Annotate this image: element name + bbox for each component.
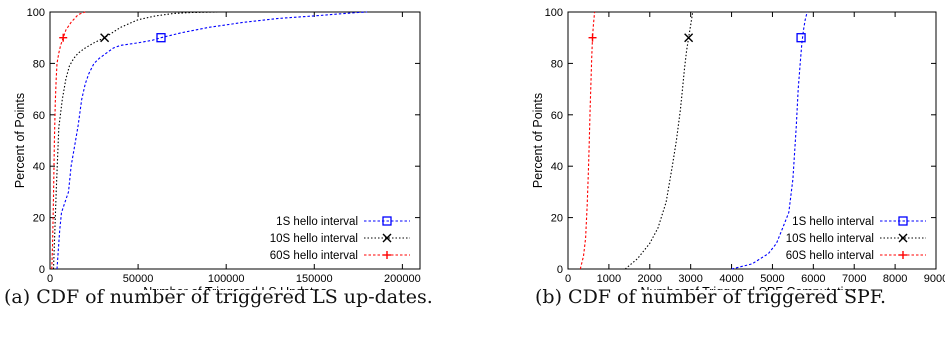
chart-a-ytick-label-0: 0 [39, 264, 45, 276]
chart-b-legend-label-1: 10S hello interval [786, 233, 874, 245]
chart-a-series-line-0 [56, 11, 368, 270]
chart-a-series-marker-0 [156, 33, 166, 43]
chart-b-xtick-label-6: 6000 [801, 273, 825, 285]
chart-b-series-marker-1 [684, 33, 694, 43]
chart-a-series-line-2 [51, 11, 86, 270]
chart-b-ytick-label-1: 20 [551, 213, 563, 225]
caption-a: (a) CDF of number of triggered LS up-dat… [4, 286, 433, 308]
chart-a-xtick-label-0: 0 [47, 273, 53, 285]
chart-a-y-axis-label: Percent of Points [13, 93, 27, 188]
chart-a-series-line-1 [52, 11, 218, 270]
chart-a-ytick-label-3: 60 [33, 110, 45, 122]
chart-a-legend-label-1: 10S hello interval [270, 233, 358, 245]
chart-a-legend-marker-2 [383, 251, 391, 259]
chart-b-legend-marker-0 [898, 216, 908, 226]
chart-b-legend-marker-1 [898, 233, 908, 243]
chart-a-xtick-label-1: 50000 [123, 273, 154, 285]
chart-b-ytick-label-3: 60 [551, 110, 563, 122]
chart-a-xtick-label-4: 200000 [384, 273, 421, 285]
chart-a-legend-label-2: 60S hello interval [270, 250, 358, 262]
chart-b-ytick-label-5: 100 [545, 7, 563, 19]
chart-a-plot-frame [49, 11, 421, 270]
chart-a-series-marker-2 [59, 33, 68, 42]
chart-b-series-line-1 [624, 11, 694, 270]
chart-a-legend-marker-1-stroke-2 [382, 233, 392, 243]
chart-ls-updates: 020406080100050000100000150000200000Numb… [13, 7, 421, 299]
chart-b-series-line-2 [579, 11, 596, 270]
chart-b-ytick-label-2: 40 [551, 161, 563, 173]
chart-panel-a: 020406080100050000100000150000200000Numb… [0, 0, 470, 352]
chart-b-legend-marker-1-stroke-2 [898, 233, 908, 243]
chart-b-xtick-label-7: 7000 [842, 273, 866, 285]
chart-b-xtick-label-0: 0 [565, 273, 571, 285]
chart-panel-b: 0 20 40 60 80 100 0 1000 2000 3000 4000 5000 6000 700… [475, 0, 945, 352]
chart-a-legend-label-0: 1S hello interval [276, 216, 358, 228]
chart-b-series-line-0 [731, 11, 808, 270]
chart-b-legend-label-2: 60S hello interval [786, 250, 874, 262]
chart-b-series-marker-2 [588, 33, 597, 42]
chart-a-ytick-label-5: 100 [27, 7, 45, 19]
chart-b-xtick-label-5: 5000 [760, 273, 784, 285]
chart-b-ytick-label-4: 80 [551, 58, 563, 70]
chart-b-y-axis-label: Percent of Points [531, 93, 545, 188]
chart-b-series-marker-0 [796, 33, 806, 43]
chart-b-legend-label-0: 1S hello interval [792, 216, 874, 228]
chart-b-xtick-label-8: 8000 [883, 273, 907, 285]
chart-b-ytick-label-0: 0 [557, 264, 563, 276]
chart-a-series-marker-1-stroke-2 [100, 33, 110, 43]
chart-a-xtick-label-3: 150000 [296, 273, 333, 285]
chart-b-legend-marker-2 [899, 251, 907, 259]
chart-b-plot-frame [567, 11, 937, 270]
chart-b-series-marker-1-stroke-2 [684, 33, 694, 43]
chart-a-ytick-label-1: 20 [33, 213, 45, 225]
chart-b-xtick-label-2: 2000 [638, 273, 662, 285]
chart-a-ytick-label-2: 40 [33, 161, 45, 173]
chart-a-legend-marker-1 [382, 233, 392, 243]
chart-b-xtick-label-1: 1000 [597, 273, 621, 285]
chart-b-xtick-label-4: 4000 [719, 273, 743, 285]
caption-b: (b) CDF of number of triggered SPF. [535, 286, 887, 308]
chart-b-xtick-label-9: 9000 [924, 273, 945, 285]
chart-b-xtick-label-3: 3000 [678, 273, 702, 285]
chart-a-legend-marker-0 [382, 216, 392, 226]
chart-a-xtick-label-2: 100000 [208, 273, 245, 285]
chart-a-series-marker-1 [100, 33, 110, 43]
chart-a-ytick-label-4: 80 [33, 58, 45, 70]
